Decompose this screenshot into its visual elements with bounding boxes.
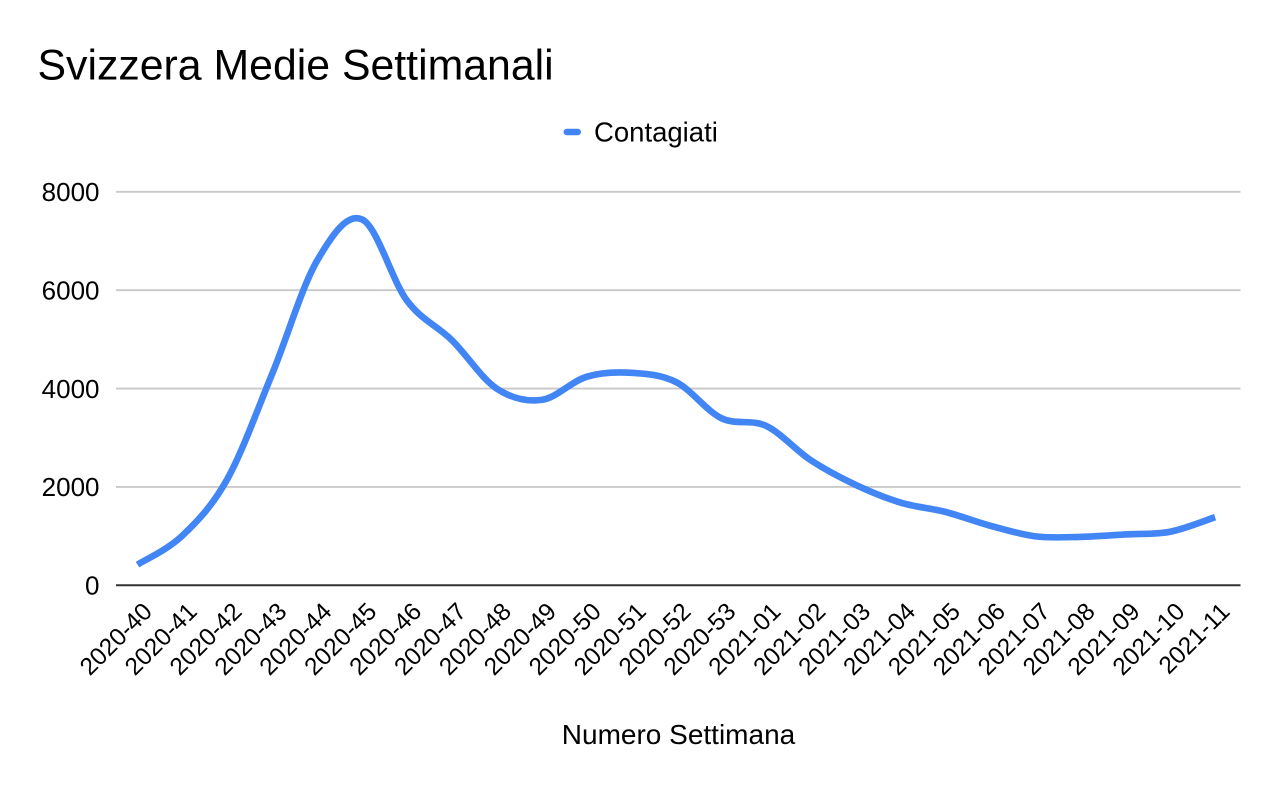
svg-text:0: 0 bbox=[85, 571, 99, 601]
svg-text:8000: 8000 bbox=[42, 177, 100, 207]
svg-text:4000: 4000 bbox=[42, 374, 100, 404]
svg-text:Contagiati: Contagiati bbox=[594, 116, 718, 147]
svg-text:2000: 2000 bbox=[42, 472, 100, 502]
svg-text:Numero Settimana: Numero Settimana bbox=[562, 719, 796, 750]
svg-text:Svizzera Medie Settimanali: Svizzera Medie Settimanali bbox=[38, 42, 554, 90]
svg-text:6000: 6000 bbox=[42, 276, 100, 306]
